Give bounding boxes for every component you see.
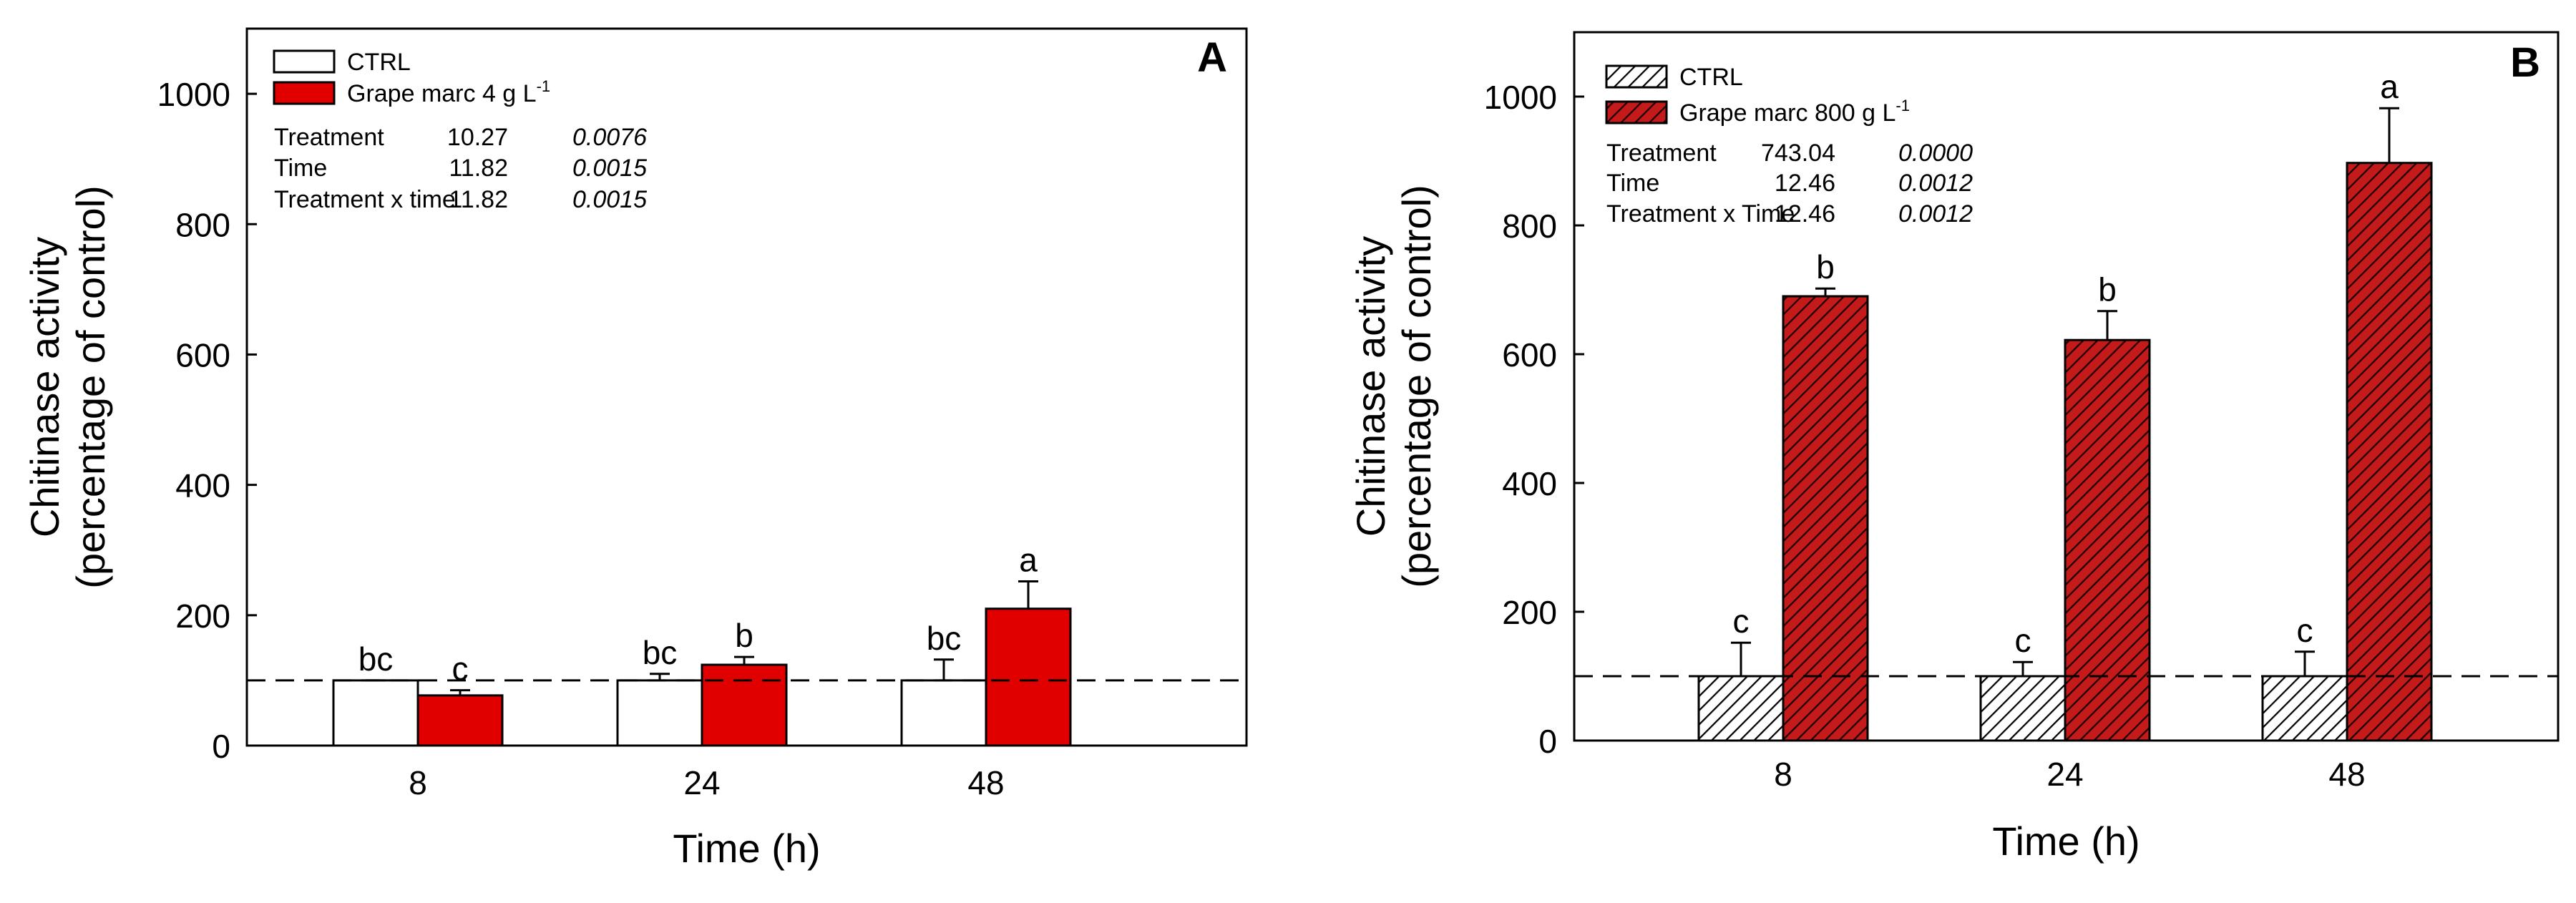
legend-swatch <box>273 81 336 105</box>
y-tick-label: 0 <box>212 728 230 765</box>
significance-letter: bc <box>358 640 394 678</box>
bar-ctrl <box>2261 675 2348 742</box>
x-tick-label: 8 <box>1774 756 1792 793</box>
panel-a: 0 200 400 600 800 1000 Chitinase activity(perc… <box>22 27 1248 871</box>
legend-label-text: Grape marc 4 g L <box>347 80 537 107</box>
legend-label: CTRL <box>347 49 411 76</box>
stats-label: Treatment x time <box>274 186 456 213</box>
bar-grape-marc <box>701 663 788 747</box>
y-tick-label: 1000 <box>1484 79 1557 116</box>
stats-f-value: 11.82 <box>449 186 508 213</box>
legend-label: CTRL <box>1679 64 1743 91</box>
legend-swatch <box>1605 64 1668 89</box>
stats-p-value: 0.0015 <box>572 155 647 182</box>
y-tick-label: 800 <box>175 206 230 243</box>
stats-label: Time <box>1606 170 1659 197</box>
significance-letter: b <box>1816 248 1835 285</box>
significance-letter: c <box>2297 612 2313 649</box>
x-tick-label: 24 <box>683 764 720 801</box>
stats-p-value: 0.0012 <box>1898 200 1973 228</box>
stats-f-value: 10.27 <box>447 124 508 151</box>
significance-letter: bc <box>643 634 678 671</box>
significance-letter: c <box>1733 602 1750 640</box>
x-tick-label: 48 <box>967 764 1004 801</box>
stats-label: Treatment x Time <box>1606 200 1795 228</box>
stats-p-value: 0.0015 <box>572 186 647 213</box>
bar-ctrl <box>1979 675 2067 742</box>
bar-grape-marc <box>2064 338 2151 742</box>
stats-f-value: 743.04 <box>1761 140 1835 167</box>
significance-letter: c <box>452 650 469 688</box>
bar-grape-marc <box>985 607 1072 747</box>
y-tick-label: 200 <box>175 597 230 635</box>
stats-p-value: 0.0076 <box>572 124 647 151</box>
legend-label: Grape marc 800 g L-1 <box>1679 97 1910 127</box>
significance-letter: a <box>2380 68 2399 105</box>
y-tick-label: 600 <box>175 336 230 374</box>
legend-label-sup: -1 <box>537 77 551 95</box>
legend-label-text: CTRL <box>1679 64 1743 91</box>
y-tick-label: 800 <box>1502 208 1557 245</box>
y-tick-label: 0 <box>1538 723 1557 760</box>
stats-p-value: 0.0012 <box>1898 170 1973 197</box>
legend-label-text: CTRL <box>347 49 411 76</box>
x-axis-label: Time (h) <box>1992 819 2140 864</box>
y-axis-label-line1: Chitinase activity <box>22 237 67 537</box>
stats-f-value: 12.46 <box>1775 170 1835 197</box>
panel-b: 0 200 400 600 800 1000 Chitinase activity(perc… <box>1348 31 2560 864</box>
stats-label: Time <box>274 155 327 182</box>
bar-ctrl <box>1697 675 1785 742</box>
y-axis-label-line2: (percentage of control) <box>68 185 113 588</box>
bar-ctrl <box>332 679 419 747</box>
x-tick-label: 24 <box>2046 756 2083 793</box>
x-tick-label: 8 <box>409 764 427 801</box>
stats-p-value: 0.0000 <box>1898 140 1973 167</box>
y-axis-label-line2: (percentage of control) <box>1394 185 1439 587</box>
stats-f-value: 11.82 <box>449 155 508 182</box>
legend-label: Grape marc 4 g L-1 <box>347 77 550 107</box>
panel-letter: B <box>2510 39 2540 86</box>
bar-grape-marc <box>2346 162 2433 742</box>
legend-label-text: Grape marc 800 g L <box>1679 99 1896 127</box>
x-axis-label: Time (h) <box>673 826 820 871</box>
bar-ctrl <box>616 679 703 747</box>
stats-label: Treatment <box>274 124 384 151</box>
y-tick-label: 1000 <box>157 76 230 113</box>
stats-label: Treatment <box>1606 140 1717 167</box>
y-axis-label: Chitinase activity(percentage of control… <box>1348 185 1439 587</box>
y-tick-label: 600 <box>1502 336 1557 374</box>
y-tick-label: 200 <box>1502 594 1557 631</box>
bar-grape-marc <box>1782 295 1869 742</box>
bar-ctrl <box>900 679 987 747</box>
legend-label-sup: -1 <box>1896 97 1910 114</box>
significance-letter: b <box>2098 271 2117 308</box>
bar-grape-marc <box>416 694 504 747</box>
y-tick-label: 400 <box>1502 465 1557 502</box>
legend-swatch <box>273 49 336 74</box>
panel-letter: A <box>1197 34 1227 81</box>
y-tick-label: 400 <box>175 467 230 504</box>
y-axis-label-line1: Chitinase activity <box>1348 236 1393 537</box>
significance-letter: c <box>2015 622 2031 659</box>
legend-swatch <box>1605 100 1668 125</box>
significance-letter: a <box>1019 541 1038 578</box>
stats-f-value: 12.46 <box>1775 200 1835 228</box>
x-tick-label: 48 <box>2328 756 2365 793</box>
significance-letter: b <box>735 617 753 654</box>
y-axis-label: Chitinase activity(percentage of control… <box>22 185 113 588</box>
significance-letter: bc <box>927 620 962 657</box>
